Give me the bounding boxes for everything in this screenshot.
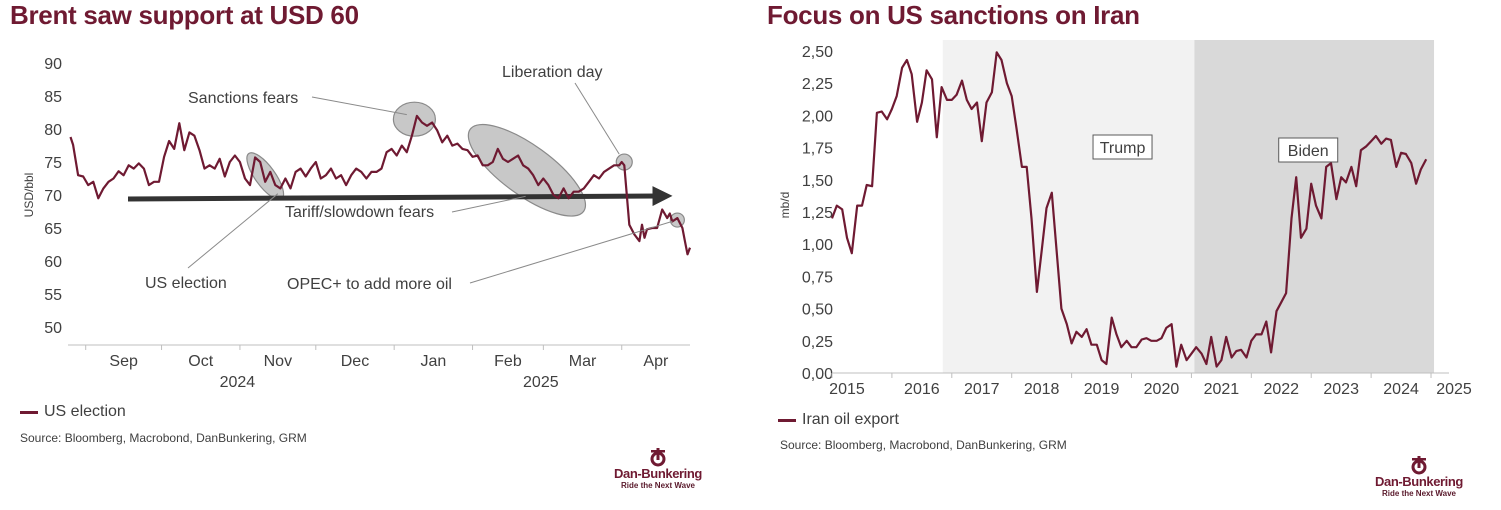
y-tick-label: 1,50 xyxy=(802,173,833,190)
logo-tagline: Ride the Next Wave xyxy=(621,481,695,490)
y-tick-label: 0,00 xyxy=(802,366,833,383)
brent-chart: 50 55 60 65 70 75 80 85 90 Sep Oct Nov Dec Jan Feb Mar… xyxy=(22,56,692,391)
x-tick-label: 2022 xyxy=(1263,381,1299,398)
x-tick-label: 2020 xyxy=(1144,381,1180,398)
legend-swatch xyxy=(20,410,38,414)
y-tick-label: 90 xyxy=(44,56,62,73)
trump-period-label: Trump xyxy=(1100,140,1146,157)
x-tick-label: 2016 xyxy=(904,381,940,398)
shaded-period-trump xyxy=(942,40,1195,373)
y-tick-label: 55 xyxy=(44,287,62,304)
y-tick-label: 70 xyxy=(44,188,62,205)
annotation-opec-add-oil: OPEC+ to add more oil xyxy=(287,276,452,293)
y-tick-label: 2,25 xyxy=(802,76,833,93)
x-year-label: 2024 xyxy=(220,374,256,391)
source-note: Source: Bloomberg, Macrobond, DanBunkeri… xyxy=(20,431,307,445)
x-tick-label: 2024 xyxy=(1383,381,1419,398)
y-tick-label: 85 xyxy=(44,89,62,106)
annotation-leader-line xyxy=(451,195,526,213)
x-tick-label: Apr xyxy=(643,353,669,370)
danbunkering-logo: Dan-Bunkering Ride the Next Wave xyxy=(603,447,713,491)
y-tick-label: 50 xyxy=(44,320,62,337)
biden-period-label: Biden xyxy=(1288,143,1329,160)
trend-arrow xyxy=(127,186,673,207)
danbunkering-logo: Dan-Bunkering Ride the Next Wave xyxy=(1364,455,1474,499)
y-tick-label: 1,75 xyxy=(802,141,833,158)
annotation-leader-line xyxy=(311,96,407,116)
brent-price-line xyxy=(69,114,692,256)
y-axis-label: USD/bbl xyxy=(22,173,36,218)
annotation-sanctions-fears: Sanctions fears xyxy=(188,90,298,107)
annotation-tariff-slowdown-fears: Tariff/slowdown fears xyxy=(285,204,434,221)
x-tick-label: 2021 xyxy=(1204,381,1240,398)
y-tick-label: 1,00 xyxy=(802,237,833,254)
logo-brand: Dan-Bunkering xyxy=(614,466,702,481)
chart-title: Brent saw support at USD 60 xyxy=(10,0,359,30)
source-note: Source: Bloomberg, Macrobond, DanBunkeri… xyxy=(780,438,1067,452)
annotation-liberation-day: Liberation day xyxy=(502,64,603,81)
y-tick-label: 0,75 xyxy=(802,269,833,286)
x-year-label: 2025 xyxy=(523,374,559,391)
y-tick-label: 80 xyxy=(44,122,62,139)
y-tick-label: 75 xyxy=(44,155,62,172)
legend: US election xyxy=(20,403,126,421)
y-tick-label: 2,00 xyxy=(802,108,833,125)
y-tick-label: 60 xyxy=(44,254,62,271)
y-tick-label: 0,25 xyxy=(802,334,833,351)
trump-period-box xyxy=(1092,134,1153,160)
logo-tagline: Ride the Next Wave xyxy=(1382,489,1456,498)
y-axis-label: mb/d xyxy=(778,192,792,219)
biden-period-box xyxy=(1278,137,1339,163)
annotation-us-election: US election xyxy=(145,275,227,292)
x-tick-label: Jan xyxy=(420,353,446,370)
tariff-slowdown-highlight xyxy=(467,123,587,217)
x-tick-label: 2023 xyxy=(1323,381,1359,398)
brent-chart-panel: Brent saw support at USD 60 50 55 60 65 70 75… xyxy=(0,0,740,510)
legend-swatch xyxy=(778,418,796,422)
x-tick-label: 2018 xyxy=(1024,381,1060,398)
iran-export-line xyxy=(830,51,1428,368)
danbunkering-logo-icon xyxy=(1411,456,1427,475)
chart-title: Focus on US sanctions on Iran xyxy=(767,0,1140,30)
iran-export-chart-panel: Focus on US sanctions on Iran 0,00 0,25 0,… xyxy=(760,0,1501,510)
legend-label: Iran oil export xyxy=(802,411,899,428)
y-tick-label: 2,50 xyxy=(802,44,833,61)
x-tick-label: 2025 xyxy=(1436,381,1472,398)
x-tick-label: 2015 xyxy=(829,381,865,398)
shaded-period-biden xyxy=(1194,40,1435,373)
x-tick-label: Mar xyxy=(569,353,597,370)
legend: Iran oil export xyxy=(778,411,899,429)
danbunkering-logo-icon xyxy=(650,448,666,467)
x-tick-label: Feb xyxy=(494,353,522,370)
annotation-leader-line xyxy=(574,82,620,155)
y-tick-label: 0,50 xyxy=(802,302,833,319)
x-tick-label: 2017 xyxy=(964,381,1000,398)
sanctions-fears-highlight xyxy=(392,101,436,137)
x-tick-label: Oct xyxy=(188,353,213,370)
y-tick-label: 1,25 xyxy=(802,205,833,222)
x-tick-label: Sep xyxy=(109,353,138,370)
x-tick-label: Dec xyxy=(341,353,369,370)
iran-export-chart: 0,00 0,25 0,50 0,75 1,00 1,25 1,50 1,75 2,00 2,25… xyxy=(778,40,1472,398)
y-tick-label: 65 xyxy=(44,221,62,238)
annotation-leader-line xyxy=(187,193,279,269)
legend-label: US election xyxy=(44,403,126,420)
logo-brand: Dan-Bunkering xyxy=(1375,474,1463,489)
annotation-leader-line xyxy=(469,220,673,284)
x-tick-label: 2019 xyxy=(1084,381,1120,398)
x-tick-label: Nov xyxy=(264,353,292,370)
